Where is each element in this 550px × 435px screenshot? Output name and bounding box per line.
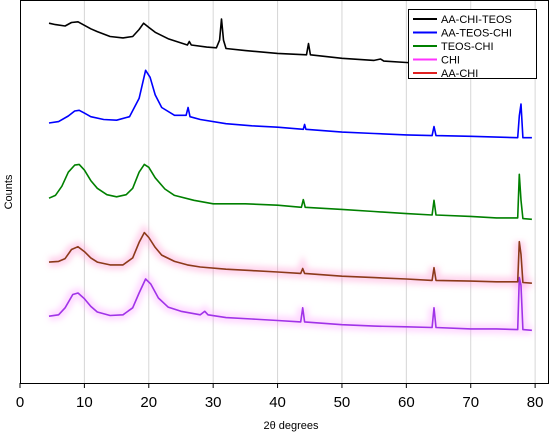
x-tick-label-80: 80: [527, 394, 544, 411]
x-tick-label-10: 10: [76, 394, 93, 411]
legend-label-aa-chi: AA-CHI: [441, 68, 478, 80]
x-tick-label-70: 70: [462, 394, 479, 411]
x-tick-label-0: 0: [16, 394, 24, 411]
y-axis-label: Counts: [3, 174, 15, 209]
x-tick-label-50: 50: [334, 394, 351, 411]
x-tick-label-20: 20: [140, 394, 157, 411]
plot-frame: [20, 0, 549, 384]
legend-label-chi: CHI: [441, 55, 460, 67]
x-tick-label-40: 40: [269, 394, 286, 411]
series-line-aa-teos-chi: [48, 69, 532, 139]
x-tick-label-60: 60: [398, 394, 415, 411]
x-tick-label-30: 30: [205, 394, 222, 411]
series-glow-aa-chi: [48, 224, 533, 289]
series-line-chi: [48, 276, 532, 332]
series-lines: [48, 18, 532, 332]
legend-label-aa-chi-teos: AA-CHI-TEOS: [441, 14, 512, 26]
legend-label-teos-chi: TEOS-CHI: [441, 41, 494, 53]
x-axis-ticks: 0 10 20 30 40 50 60 70 80: [16, 383, 544, 411]
legend-box: [408, 9, 537, 79]
legend-label-aa-teos-chi: AA-TEOS-CHI: [441, 28, 512, 40]
series-line-aa-chi: [48, 231, 532, 284]
series-line-teos-chi: [48, 163, 532, 221]
x-axis-label: 2θ degrees: [263, 420, 319, 432]
